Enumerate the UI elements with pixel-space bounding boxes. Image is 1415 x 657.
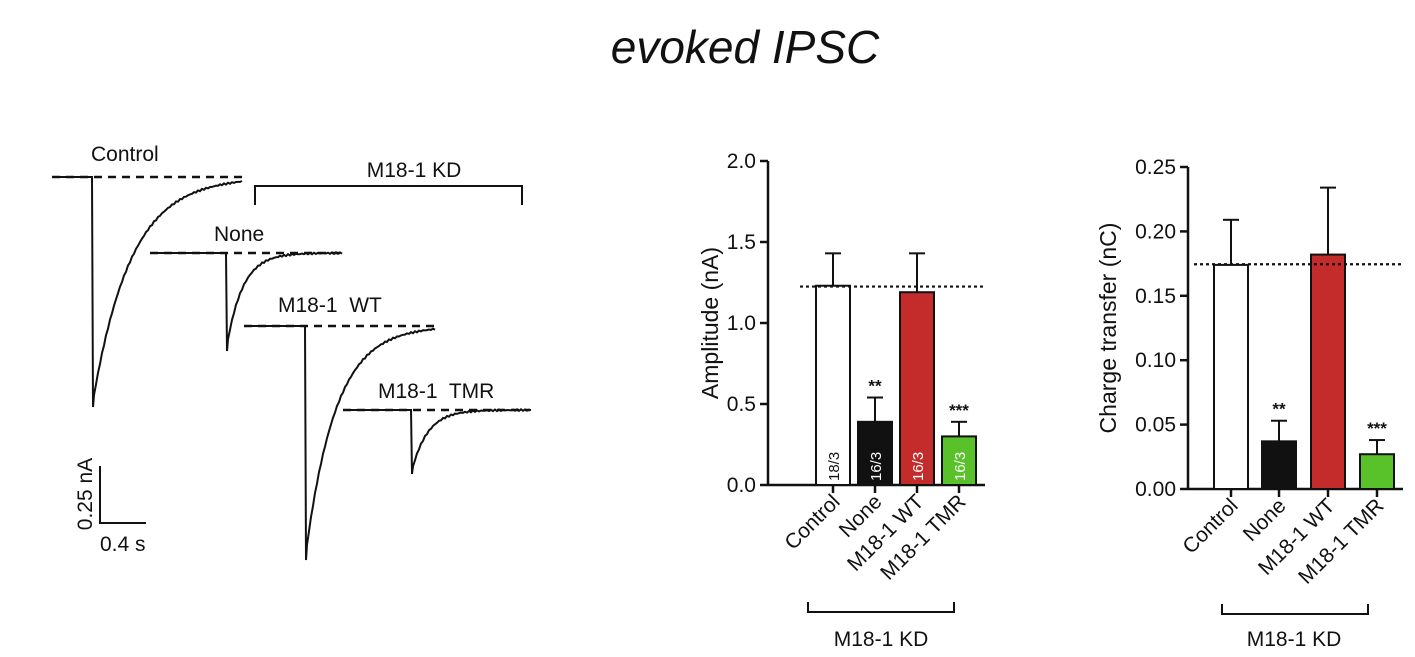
y-tick-label: 0.15	[1135, 285, 1176, 308]
x-tick-label: Control	[1178, 494, 1242, 558]
significance-label: **	[1272, 400, 1286, 419]
trace-none	[150, 251, 343, 352]
significance-label: ***	[949, 401, 969, 420]
n-label: 18/3	[826, 452, 843, 481]
bar-0	[1213, 263, 1249, 490]
x-tick-label: Control	[780, 490, 844, 554]
scale-bar	[99, 466, 146, 524]
y-tick-label: 0.10	[1135, 349, 1176, 372]
significance-label: ***	[1367, 419, 1387, 438]
y-tick-label: 1.0	[727, 312, 756, 335]
trace-label-control: Control	[91, 143, 159, 166]
n-label: 16/3	[910, 452, 927, 481]
y-tick-label: 0.20	[1135, 220, 1176, 243]
kd-group-label: M18-1 KD	[834, 628, 929, 651]
n-label: 16/3	[868, 452, 885, 481]
trace-label-tmr: M18-1 TMR	[378, 380, 494, 403]
bar-3	[941, 435, 977, 486]
y-tick-label: 0.25	[1135, 156, 1176, 179]
y-tick-label: 0.5	[727, 393, 756, 416]
y-axis-title: Charge transfer (nC)	[1095, 223, 1121, 434]
traces-panel: Control None M18-1 WT M18-1 TMR M18-1 KD…	[52, 143, 532, 561]
scalebar-y-label: 0.25 nA	[74, 458, 97, 530]
trace-wt	[244, 325, 436, 561]
kd-bracket	[254, 185, 523, 205]
bar-3	[1359, 453, 1395, 490]
bar-2	[1310, 253, 1346, 490]
y-tick-label: 0.00	[1135, 478, 1176, 501]
scalebar-x-label: 0.4 s	[100, 533, 146, 556]
charge-transfer-chart: 0.00 0.05 0.10 0.15 0.20 0.25 Charge transfer …	[1095, 156, 1403, 651]
kd-group-bracket	[1221, 604, 1369, 615]
significance-label: **	[868, 377, 882, 396]
y-tick-label: 0.0	[727, 474, 756, 497]
y-tick-label: 0.05	[1135, 414, 1176, 437]
trace-tmr	[343, 408, 532, 475]
kd-group-label: M18-1 KD	[1247, 628, 1342, 651]
trace-label-none: None	[214, 223, 264, 246]
n-label: 16/3	[952, 452, 969, 481]
amplitude-chart: 0.0 0.5 1.0 1.5 2.0 Amplitude (nA) Control 18/3…	[697, 150, 986, 651]
trace-control	[52, 176, 243, 408]
kd-group-bracket	[807, 602, 955, 613]
y-axis-title: Amplitude (nA)	[697, 247, 723, 399]
y-tick-label: 2.0	[727, 150, 756, 173]
y-tick-label: 1.5	[727, 231, 756, 254]
kd-bracket-label: M18-1 KD	[367, 159, 462, 182]
figure-title: evoked IPSC	[611, 21, 880, 73]
trace-group	[52, 175, 532, 561]
bar-1	[1261, 440, 1297, 490]
trace-label-wt: M18-1 WT	[278, 294, 382, 317]
bar-2	[899, 291, 935, 486]
bar-0	[815, 284, 851, 486]
